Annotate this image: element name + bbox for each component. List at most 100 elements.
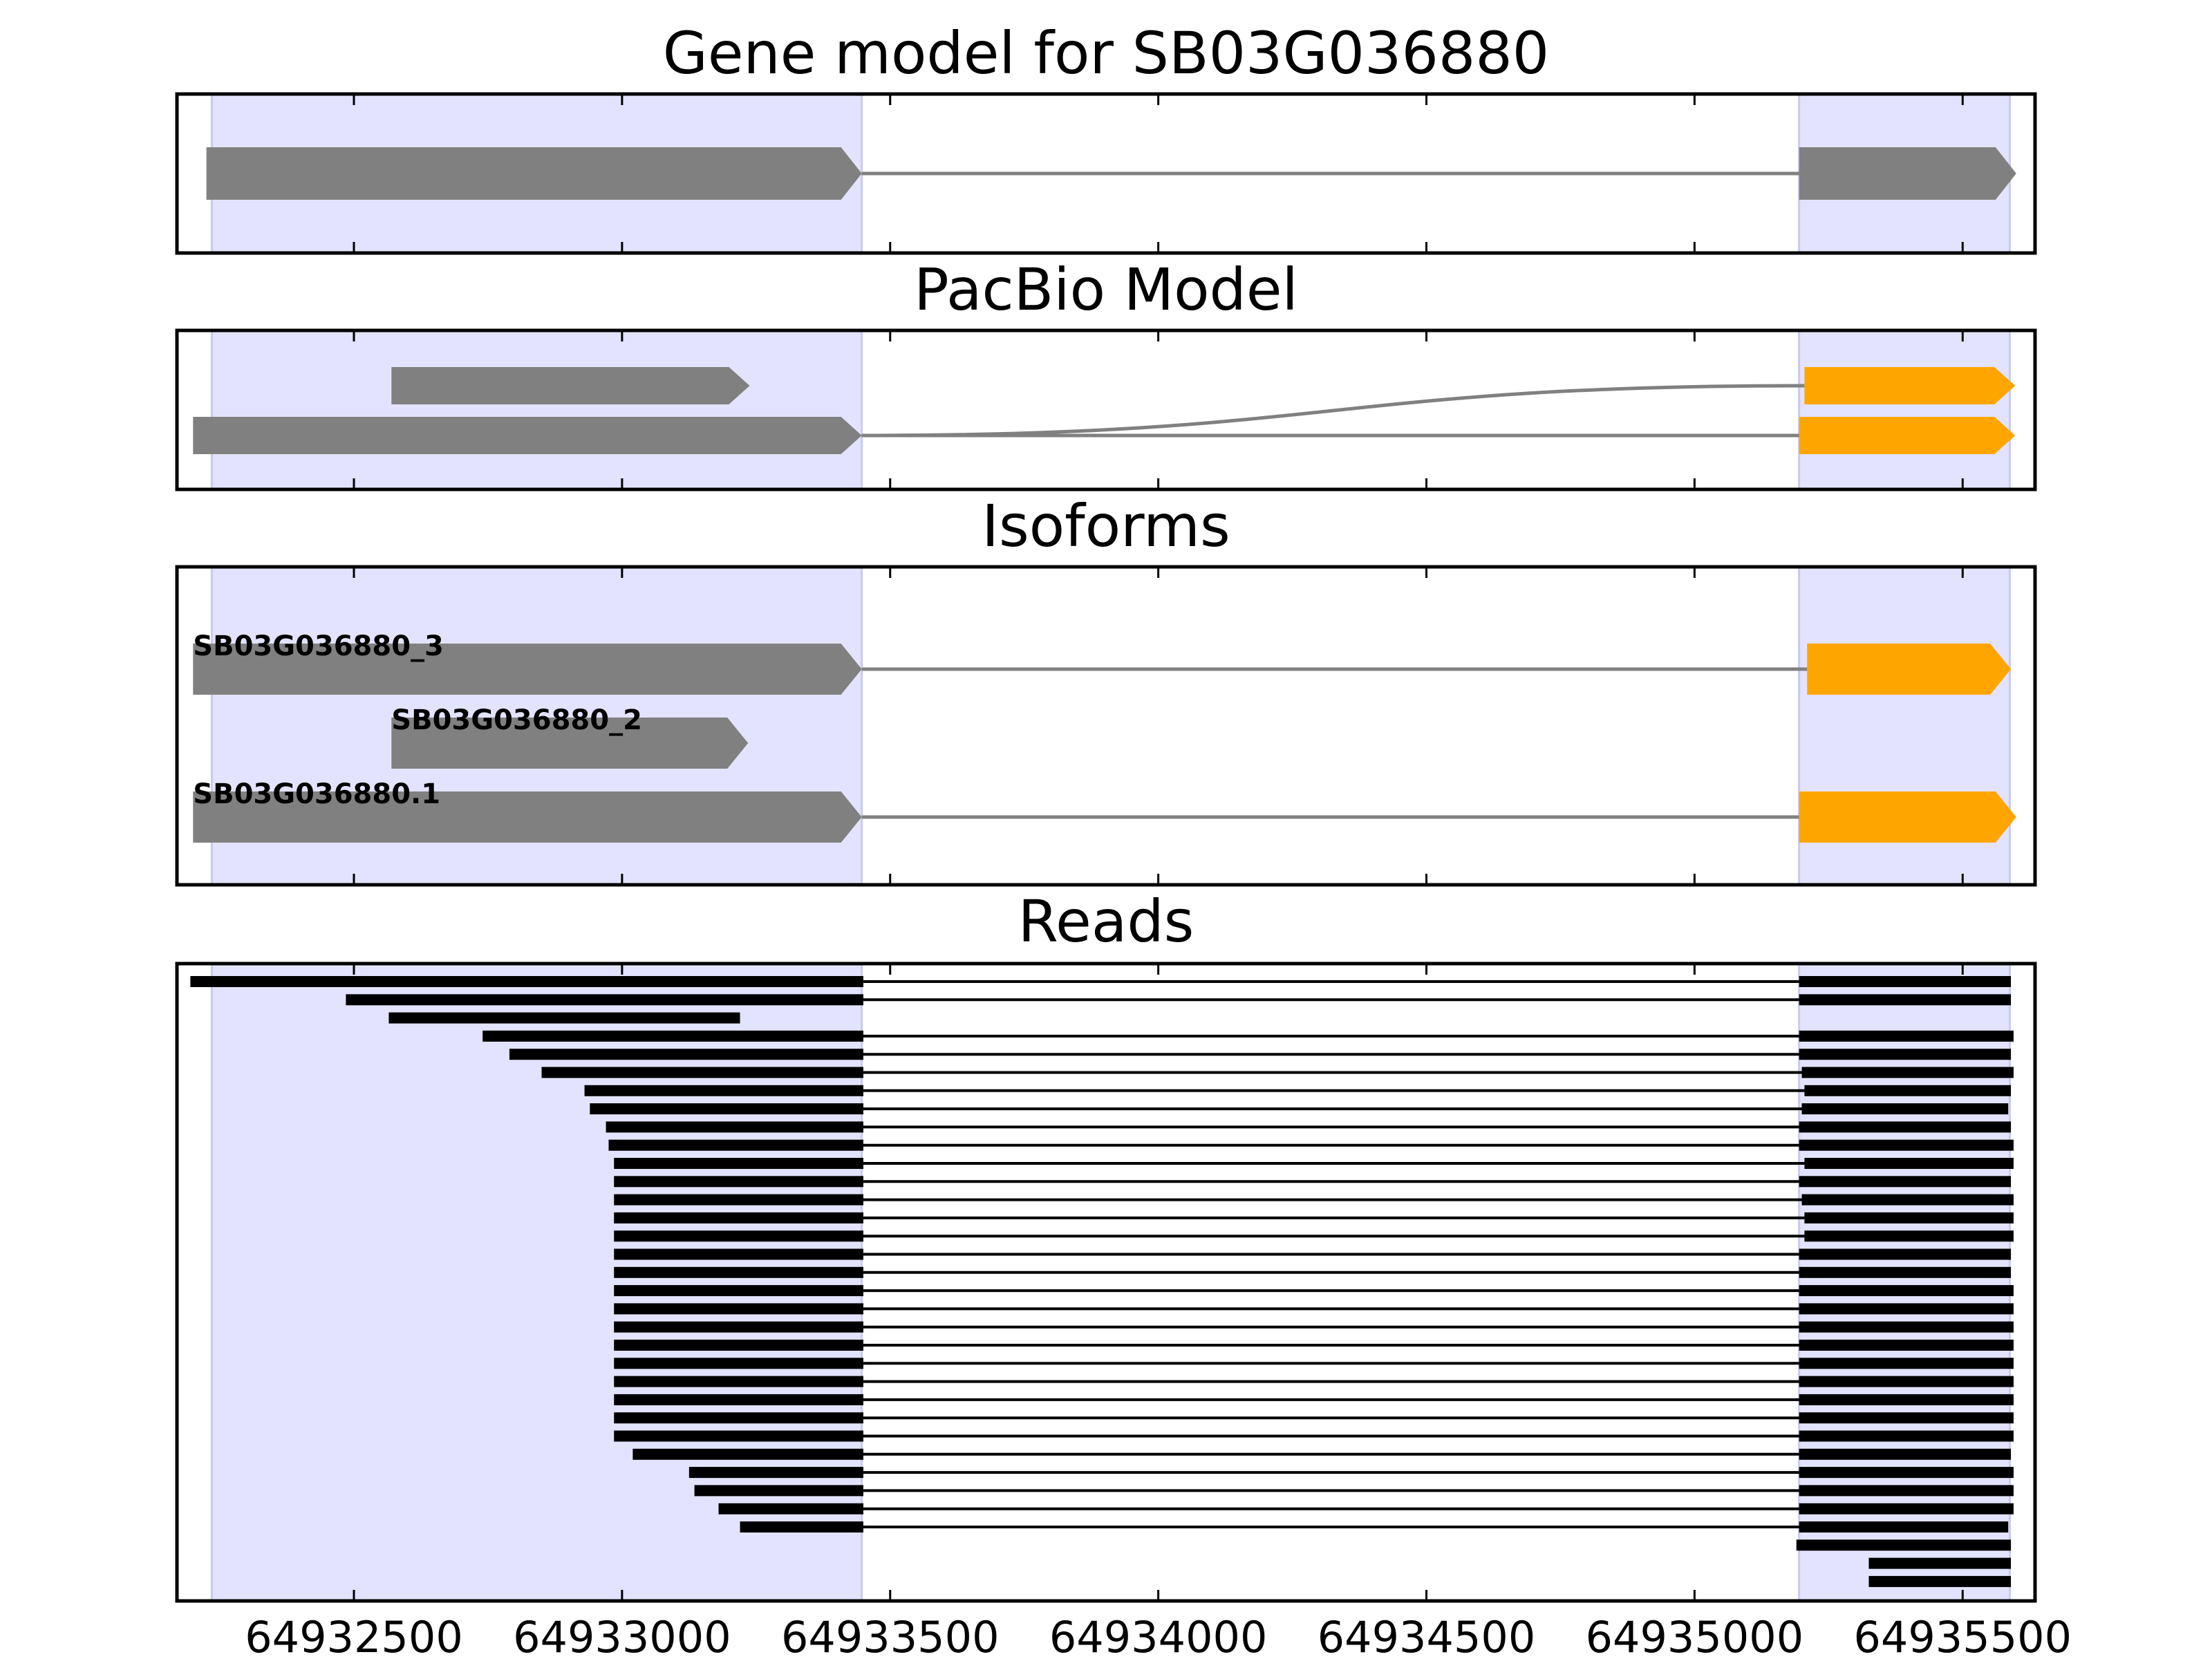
read-segment	[614, 1321, 863, 1333]
exon-block	[193, 417, 862, 454]
read-segment	[614, 1412, 863, 1424]
x-tick-label: 64934500	[1318, 1612, 1536, 1659]
read	[614, 1212, 2014, 1224]
exon-block	[1807, 644, 2012, 695]
read-segment	[1868, 1575, 2012, 1587]
read-segment	[1799, 1376, 2014, 1387]
reads-panel: Reads	[175, 888, 2037, 1603]
read	[694, 1485, 2014, 1497]
read-segment	[1799, 1503, 2014, 1515]
read	[190, 976, 2012, 987]
read-segment	[1799, 1467, 2014, 1479]
read-segment	[1799, 1266, 2012, 1278]
read-segment	[1799, 1285, 2014, 1297]
read-segment	[590, 1103, 863, 1115]
read-segment	[1799, 1521, 2009, 1533]
read-segment	[1801, 1194, 2014, 1206]
read-segment	[688, 1467, 863, 1479]
pacbio-model-title: PacBio Model	[914, 256, 1298, 324]
read-segment	[509, 1049, 863, 1060]
read	[632, 1448, 2012, 1460]
gene-model-title: Gene model for SB03G036880	[663, 19, 1549, 87]
exon-block	[391, 367, 750, 404]
read-segment	[614, 1394, 863, 1405]
shaded-region	[1798, 329, 2012, 491]
read-segment	[1804, 1212, 2014, 1224]
panel-frame	[175, 565, 2037, 887]
x-tick-label: 64934000	[1049, 1612, 1268, 1659]
panel-frame	[175, 92, 2037, 255]
read-segment	[1799, 1358, 2014, 1369]
exon-block	[391, 718, 749, 769]
read-segment	[614, 1176, 863, 1188]
read	[614, 1321, 2014, 1333]
read	[590, 1103, 2009, 1115]
gene-model-panel: Gene model for SB03G036880	[175, 19, 2037, 255]
read	[346, 994, 2012, 1006]
read	[584, 1085, 2012, 1096]
read	[614, 1285, 2014, 1297]
read-segment	[1799, 1485, 2014, 1497]
exon-block	[1804, 367, 2016, 404]
read	[509, 1049, 2012, 1060]
read-segment	[740, 1521, 863, 1533]
read	[614, 1303, 2014, 1315]
read-segment	[482, 1030, 863, 1042]
panel-plot-area: SB03G036880_3 SB03G036880_2 SB03G036880.1	[193, 565, 2016, 886]
read	[614, 1340, 2014, 1351]
read	[606, 1121, 2012, 1133]
read-segment	[1804, 1230, 2014, 1242]
read-segment	[388, 1012, 740, 1024]
read	[614, 1176, 2012, 1188]
shaded-region	[210, 329, 863, 491]
read-segment	[614, 1230, 863, 1242]
read-segment	[614, 1212, 863, 1224]
isoform-label: SB03G036880.1	[193, 778, 440, 810]
read-segment	[584, 1085, 863, 1096]
read-segment	[1804, 1158, 2014, 1169]
read-segment	[1799, 1030, 2014, 1042]
exon-block	[193, 791, 862, 843]
read-segment	[1799, 1321, 2014, 1333]
read	[614, 1358, 2014, 1369]
read-segment	[614, 1358, 863, 1369]
read-segment	[1799, 1248, 2012, 1260]
read	[718, 1503, 2014, 1515]
read-segment	[346, 994, 863, 1006]
read-segment	[1799, 994, 2012, 1006]
read-segment	[1799, 976, 2012, 987]
read-segment	[614, 1248, 863, 1260]
read-segment	[614, 1376, 863, 1387]
read-segment	[614, 1303, 863, 1315]
x-axis: 64932500 64933000 64933500 64934000 64934500…	[245, 1612, 2072, 1659]
read-segment	[190, 976, 863, 987]
read	[614, 1248, 2012, 1260]
exon-block	[1799, 791, 2016, 843]
read-segment	[1799, 1448, 2012, 1460]
read	[614, 1158, 2014, 1169]
read	[740, 1521, 2009, 1533]
panel-plot-area	[190, 962, 2014, 1602]
intron-curve	[861, 384, 1805, 438]
read-segment	[606, 1121, 863, 1133]
x-tick-label: 64933000	[513, 1612, 731, 1659]
read-segment	[632, 1448, 863, 1460]
read-segment	[614, 1340, 863, 1351]
read-segment	[614, 1194, 863, 1206]
read-segment	[1799, 1121, 2012, 1133]
read-segment	[614, 1266, 863, 1278]
read-segment	[1801, 1103, 2009, 1115]
exon-block	[193, 644, 862, 695]
read	[541, 1067, 2014, 1078]
read-segment	[608, 1139, 863, 1151]
pacbio-model-panel: PacBio Model	[175, 256, 2037, 491]
read-segment	[1868, 1557, 2012, 1569]
read-segment	[541, 1067, 863, 1078]
read	[1868, 1557, 2012, 1569]
read	[614, 1376, 2014, 1387]
read	[608, 1139, 2014, 1151]
read-segment	[1799, 1340, 2014, 1351]
read	[388, 1012, 740, 1024]
isoforms-panel: Isoforms SB03G036880_3SB03G036880_2SB03G…	[175, 492, 2037, 887]
read-segment	[718, 1503, 863, 1515]
